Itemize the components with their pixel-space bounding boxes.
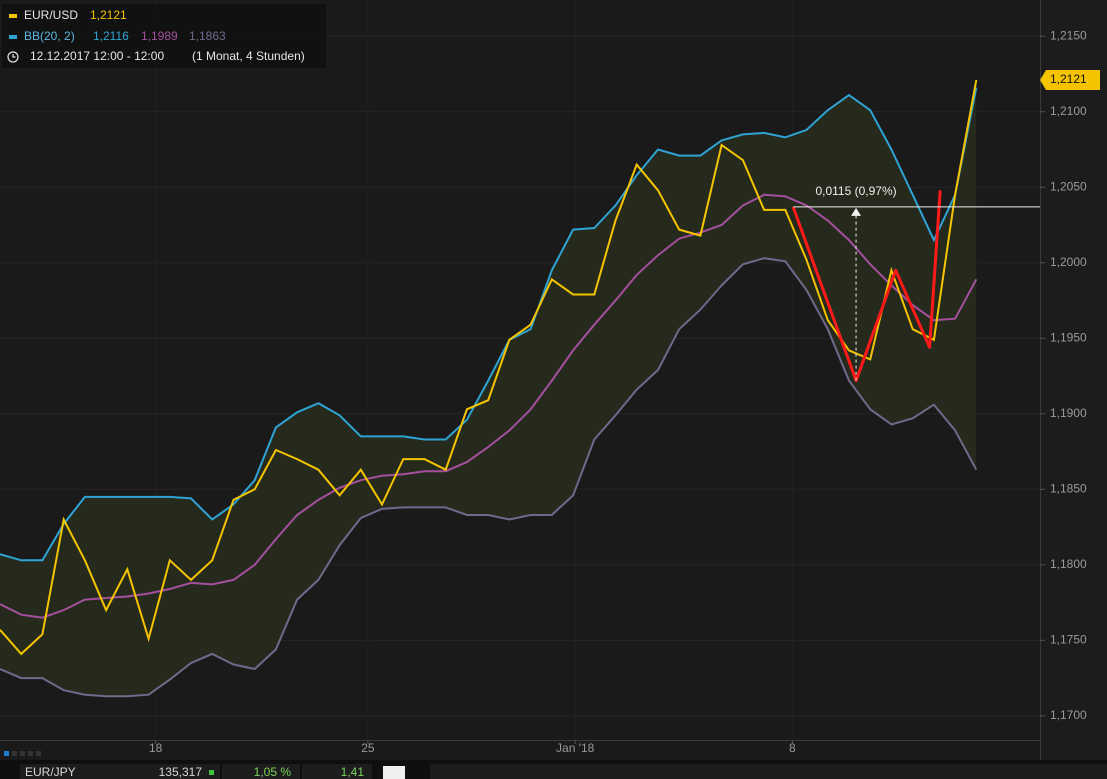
legend-background xyxy=(2,4,326,68)
x-tick-label: 18 xyxy=(149,741,163,755)
pattern-line xyxy=(791,190,942,383)
ticker-symbol: EUR/JPY xyxy=(25,765,76,779)
y-tick-label: 1,2150 xyxy=(1050,28,1087,42)
status-dot xyxy=(12,751,17,756)
legend-range: (1 Monat, 4 Stunden) xyxy=(192,49,305,63)
legend-value: 1,1989 xyxy=(141,29,178,43)
legend-swatch xyxy=(9,35,17,39)
ticker-cell xyxy=(20,764,220,779)
y-tick-label: 1,2100 xyxy=(1050,104,1087,118)
legend-label: BB(20, 2) xyxy=(24,29,75,43)
y-tick-label: 1,1900 xyxy=(1050,406,1087,420)
band-upper-line xyxy=(0,87,978,562)
x-tick-label: 8 xyxy=(789,741,796,755)
ticker-up-icon xyxy=(209,770,214,775)
x-tick-label: Jan '18 xyxy=(556,741,595,755)
y-tick-label: 1,2050 xyxy=(1050,179,1087,193)
ticker-box xyxy=(383,766,405,779)
ticker-price: 135,317 xyxy=(159,765,203,779)
legend-period: 12.12.2017 12:00 - 12:00 xyxy=(30,49,164,63)
status-dot xyxy=(20,751,25,756)
band-fill xyxy=(0,87,977,697)
legend-swatch xyxy=(9,14,17,18)
legend-value: 1,2116 xyxy=(93,29,129,43)
ticker-cell xyxy=(430,764,1107,779)
band-lower-line xyxy=(0,257,978,698)
y-tick-label: 1,1700 xyxy=(1050,708,1087,722)
ticker-cell xyxy=(302,764,372,779)
status-dot xyxy=(36,751,41,756)
clock-icon xyxy=(7,51,19,63)
y-tick-label: 1,1950 xyxy=(1050,330,1087,344)
measure-arrowhead xyxy=(851,207,862,216)
y-tick-label: 1,2000 xyxy=(1050,255,1087,269)
price-line xyxy=(0,79,978,656)
y-tick-label: 1,1750 xyxy=(1050,632,1087,646)
legend-value: 1,2121 xyxy=(90,8,127,22)
clock-hands xyxy=(12,54,16,58)
legend-value: 1,1863 xyxy=(189,29,226,43)
y-axis-panel xyxy=(1040,0,1107,760)
ticker-other: 1,41 xyxy=(341,765,365,779)
y-tick-label: 1,1800 xyxy=(1050,557,1087,571)
y-tick-label: 1,1850 xyxy=(1050,481,1087,495)
ticker-change: 1,05 % xyxy=(254,765,292,779)
legend: EUR/USD 1,2121 BB(20, 2) 1,2116 1,1989 1… xyxy=(2,4,326,68)
ticker-strip: EUR/JPY 135,317 1,05 % 1,41 xyxy=(0,751,1107,779)
band-middle-line xyxy=(0,193,978,619)
legend-label: EUR/USD xyxy=(24,8,78,22)
plot-area: 0,0115 (0,97%) xyxy=(0,35,1040,717)
price-tag-label: 1,2121 xyxy=(1050,72,1087,86)
measure-label: 0,0115 (0,97%) xyxy=(815,184,896,198)
status-dot xyxy=(4,751,9,756)
ticker-cell xyxy=(222,764,300,779)
price-tag xyxy=(1040,70,1100,91)
status-dot xyxy=(28,751,33,756)
x-tick-label: 25 xyxy=(361,741,375,755)
